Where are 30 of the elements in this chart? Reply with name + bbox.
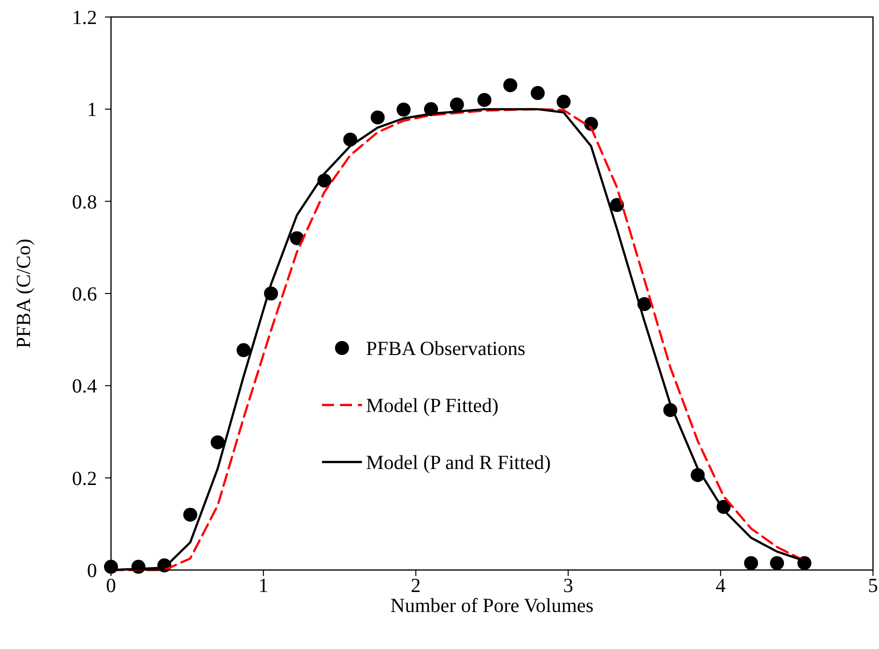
y-tick-label: 1 (87, 99, 97, 122)
y-tick-label: 0.2 (72, 468, 97, 490)
point (236, 343, 251, 358)
legend-label: Model (P and R Fitted) (366, 452, 551, 474)
legend-label: PFBA Observations (366, 338, 526, 360)
point (450, 98, 464, 112)
point (370, 110, 385, 124)
x-tick-label: 2 (410, 575, 421, 597)
x-axis-title: Number of Pore Volumes (390, 595, 594, 617)
x-tick-label: 5 (868, 575, 878, 597)
point (503, 78, 518, 92)
legend-label: Model (P Fitted) (366, 395, 499, 417)
y-tick-label: 0.4 (72, 376, 97, 398)
point (770, 556, 784, 570)
x-tick-label: 1 (258, 575, 268, 597)
point (477, 92, 492, 107)
x-tick-label: 0 (106, 575, 116, 597)
y-tick-label: 0.8 (72, 191, 97, 214)
y-tick-label: 0.6 (72, 284, 97, 306)
y-tick-label: 0 (87, 560, 97, 582)
point (530, 86, 545, 100)
x-tick-label: 3 (563, 575, 574, 597)
point (210, 435, 225, 450)
point (183, 508, 198, 522)
y-tick-label: 1.2 (72, 7, 97, 29)
x-tick-label: 4 (716, 575, 726, 597)
point (556, 94, 571, 109)
point (744, 556, 758, 570)
y-axis-title: PFBA (C/Co) (13, 238, 35, 348)
point (396, 102, 411, 117)
